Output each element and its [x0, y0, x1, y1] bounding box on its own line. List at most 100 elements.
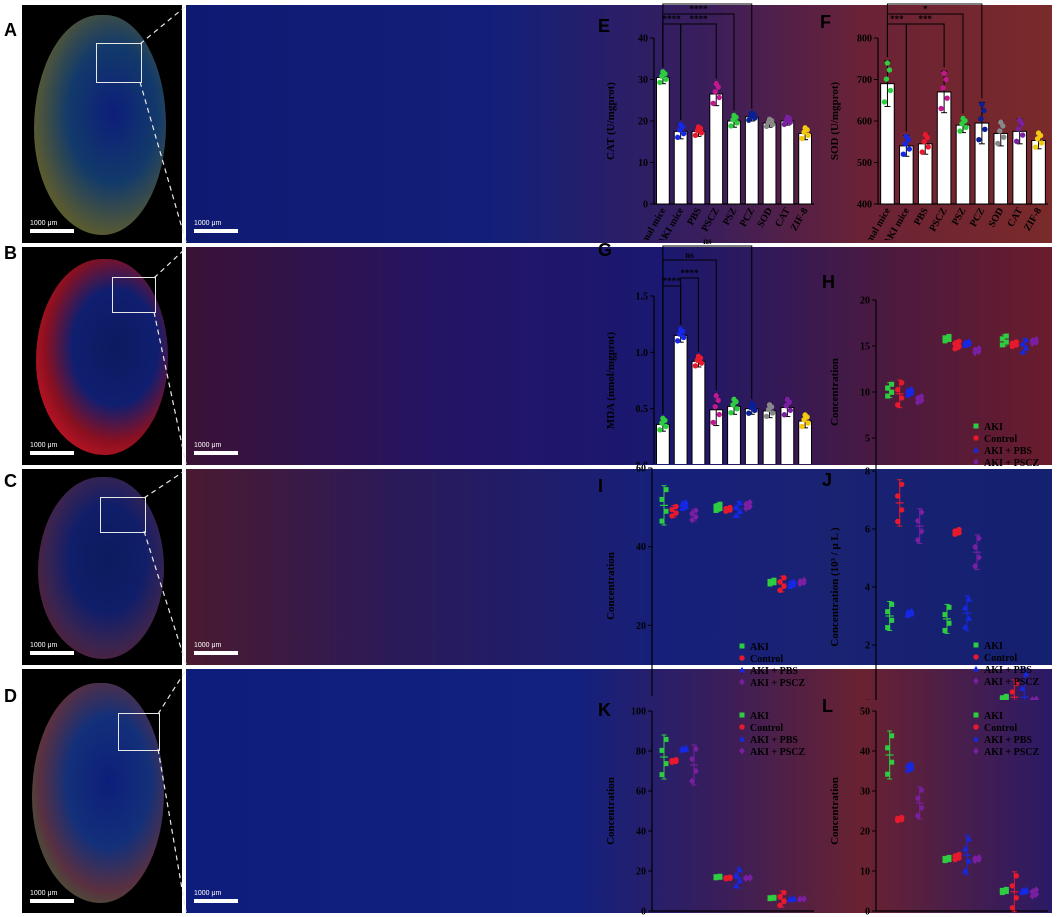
- data-point: [999, 887, 1005, 893]
- significance-label: ****: [663, 276, 682, 286]
- y-tick-label: 40: [636, 542, 646, 553]
- data-point: [659, 496, 665, 502]
- x-tick-label: PBS: [912, 206, 931, 228]
- data-point: [978, 116, 984, 122]
- data-point: [663, 761, 669, 767]
- y-tick-label: 15: [860, 342, 870, 353]
- data-point: [727, 874, 733, 880]
- data-point: [894, 387, 901, 393]
- data-point: [889, 389, 895, 395]
- bar: [691, 360, 706, 464]
- data-point: [698, 360, 705, 366]
- data-point: [657, 427, 663, 433]
- y-tick-label: 0: [865, 907, 870, 917]
- data-point: [716, 411, 722, 418]
- data-point: [918, 393, 925, 400]
- data-point: [1003, 333, 1009, 339]
- significance-bracket: [662, 245, 753, 414]
- chart-i: 0204060ConcentrationHCT (%)MCV (fl)MCHC …: [605, 464, 807, 696]
- legend-label: AKI + PBS: [750, 735, 798, 746]
- y-tick-label: 100: [631, 707, 646, 718]
- data-point: [659, 518, 665, 524]
- data-point: [791, 581, 797, 588]
- legend-label: AKI + PBS: [750, 666, 798, 677]
- data-point: [1019, 132, 1026, 138]
- y-tick-label: 5: [865, 434, 870, 445]
- kidney-zoom-c: 1000 μm: [186, 469, 1052, 665]
- data-point: [889, 381, 895, 387]
- data-point: [737, 499, 743, 506]
- bar: [727, 405, 741, 464]
- significance-label: ****: [689, 14, 708, 24]
- data-point: [663, 423, 669, 430]
- data-point: [914, 536, 921, 544]
- legend-label: Control: [984, 653, 1017, 664]
- data-point: [752, 407, 758, 414]
- data-point: [922, 131, 928, 138]
- selection-box: [112, 277, 156, 313]
- data-point: [712, 403, 718, 410]
- legend-marker: [739, 712, 745, 718]
- y-tick-label: 50: [860, 707, 870, 718]
- legend-marker: [973, 423, 979, 429]
- data-point: [777, 587, 783, 594]
- chart-k: 020406080100ConcentrationPLT (10⁵/μL)PDW…: [605, 707, 814, 916]
- legend-marker: [739, 655, 745, 661]
- data-point: [1023, 345, 1030, 351]
- data-point: [669, 757, 675, 764]
- data-point: [783, 403, 790, 409]
- bar: [798, 132, 813, 205]
- y-axis-label: Concentration (10³ / μ L ): [829, 527, 841, 647]
- data-point: [1029, 337, 1036, 344]
- data-point: [997, 128, 1003, 134]
- data-point: [689, 755, 695, 763]
- x-tick-label: SOD: [755, 206, 775, 229]
- data-point: [906, 146, 913, 152]
- data-point: [904, 767, 911, 773]
- data-point: [898, 380, 905, 386]
- data-point: [908, 610, 915, 617]
- data-point: [1023, 886, 1030, 892]
- data-point: [900, 151, 907, 157]
- data-point: [1033, 695, 1040, 700]
- data-point: [713, 503, 719, 509]
- data-point: [677, 121, 684, 128]
- data-point: [908, 389, 915, 396]
- y-tick-label: 400: [857, 200, 872, 211]
- data-point: [904, 609, 911, 615]
- significance-label: ns: [703, 236, 712, 246]
- data-point: [918, 508, 925, 516]
- legend-marker: [973, 735, 979, 742]
- y-tick-label: 10: [638, 158, 648, 169]
- y-tick-label: 80: [636, 747, 646, 758]
- legend-marker: [973, 642, 979, 648]
- data-point: [942, 612, 948, 618]
- data-point: [946, 620, 952, 626]
- data-point: [976, 136, 982, 143]
- data-point: [734, 120, 740, 126]
- scale-bar: 1000 μm: [194, 642, 238, 655]
- data-point: [713, 392, 719, 399]
- data-point: [1033, 335, 1040, 343]
- data-point: [766, 116, 773, 123]
- bar: [691, 130, 706, 205]
- data-point: [1015, 126, 1022, 132]
- data-point: [743, 874, 749, 882]
- y-tick-label: 0: [865, 699, 870, 701]
- data-point: [728, 123, 734, 129]
- data-point: [885, 771, 891, 777]
- data-point: [966, 340, 972, 347]
- data-point: [781, 575, 787, 581]
- legend-label: AKI: [750, 711, 769, 722]
- y-tick-label: 60: [636, 787, 646, 798]
- scale-bar: 1000 μm: [194, 220, 238, 233]
- data-point: [942, 338, 948, 344]
- data-point: [723, 875, 729, 881]
- x-tick-label: PSZ: [721, 206, 740, 228]
- legend-label: AKI + PSCZ: [750, 747, 805, 758]
- data-point: [777, 902, 783, 909]
- legend-marker: [739, 735, 745, 742]
- y-tick-label: 10: [860, 388, 870, 399]
- data-point: [680, 130, 687, 137]
